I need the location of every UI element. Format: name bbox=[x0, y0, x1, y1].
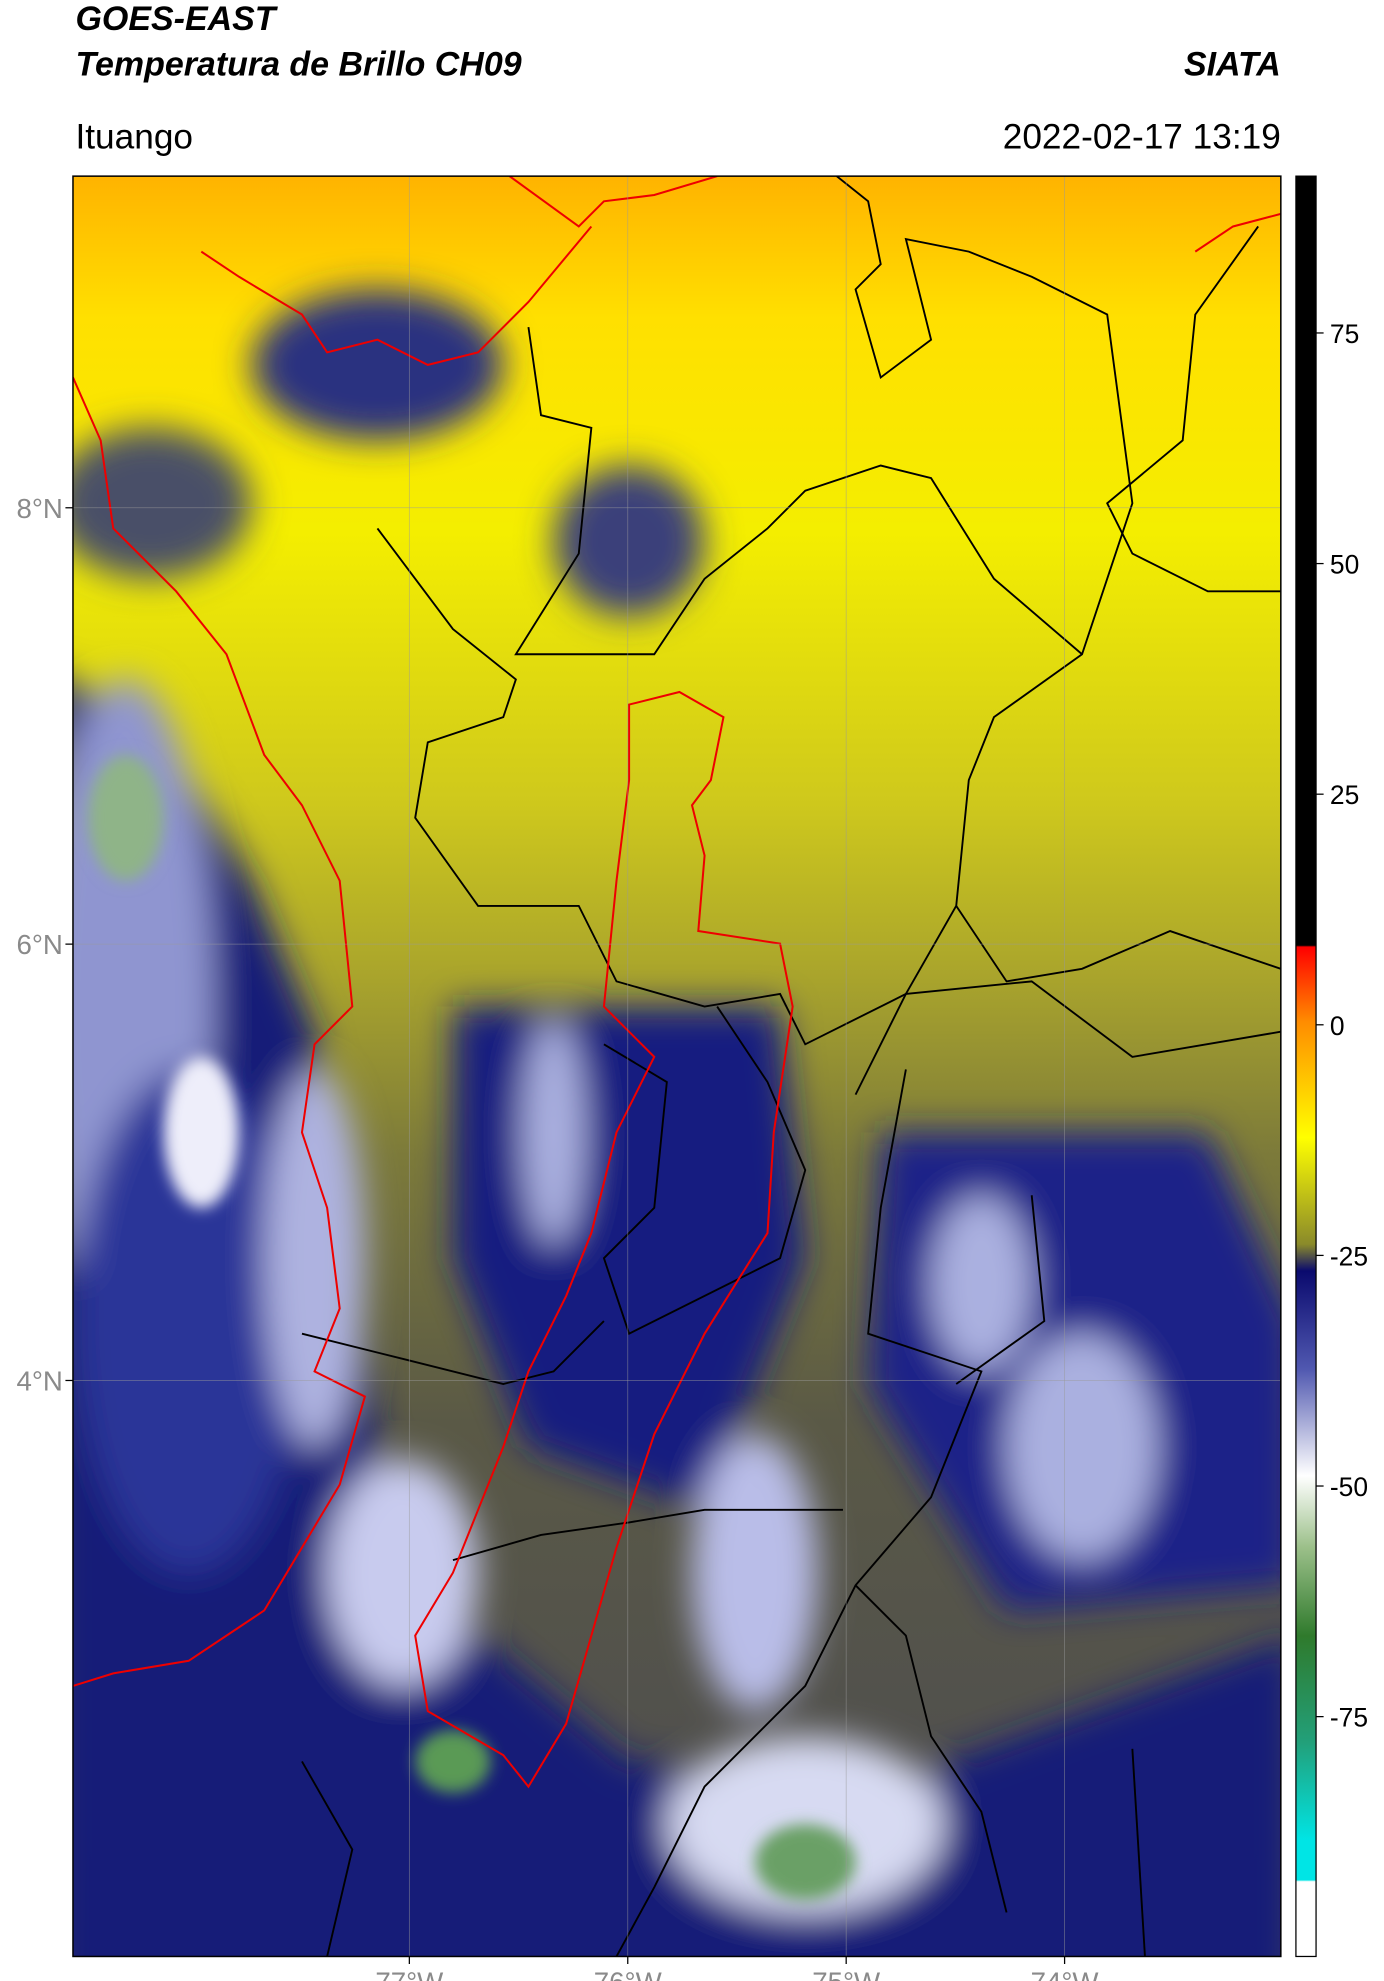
lon-tick-label: 76°W bbox=[594, 1967, 663, 1981]
lat-tick-label: 4°N bbox=[16, 1366, 62, 1397]
colorbar-tick-label: -75 bbox=[1330, 1703, 1368, 1733]
colorbar-tick-label: 75 bbox=[1330, 319, 1359, 349]
colorbar-tick-label: 0 bbox=[1330, 1011, 1345, 1041]
title: GOES-EAST bbox=[75, 0, 278, 38]
colorbar-ticks: 75 50 25 0 -25 -50 -75 bbox=[1316, 319, 1368, 1733]
lon-tick-label: 77°W bbox=[375, 1967, 444, 1981]
cloud-field bbox=[72, 289, 1281, 1957]
colorbar-tick-label: -50 bbox=[1330, 1472, 1368, 1502]
lon-tick-label: 74°W bbox=[1031, 1967, 1100, 1981]
colorbar-tick-label: 25 bbox=[1330, 780, 1359, 810]
colorbar-tick-label: -25 bbox=[1330, 1241, 1368, 1271]
lat-tick-label: 6°N bbox=[16, 929, 62, 960]
coastline-and-boundary bbox=[72, 176, 1281, 1789]
admin-borders bbox=[301, 176, 1281, 1957]
lon-tick-label: 75°W bbox=[812, 1967, 881, 1981]
graticule bbox=[65, 176, 1281, 1965]
map-imagery bbox=[72, 176, 1281, 1957]
organization: SIATA bbox=[1184, 45, 1281, 83]
colorbar-tick-label: 50 bbox=[1330, 550, 1359, 580]
datetime: 2022-02-17 13:19 bbox=[1003, 117, 1281, 156]
cloud-details bbox=[88, 754, 856, 1900]
map-frame bbox=[72, 175, 1282, 1958]
lat-tick-label: 8°N bbox=[16, 493, 62, 524]
subtitle: Temperatura de Brillo CH09 bbox=[75, 45, 521, 83]
location: Ituango bbox=[75, 117, 193, 156]
colorbar bbox=[1295, 175, 1317, 1958]
